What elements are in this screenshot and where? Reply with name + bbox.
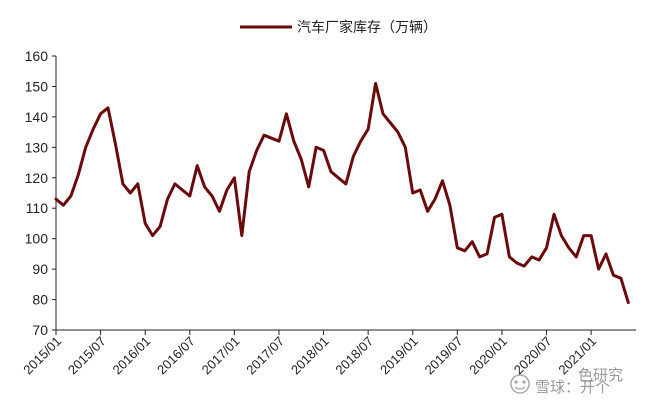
- x-tick-label: 2020/01: [466, 334, 510, 378]
- y-tick-label: 80: [32, 292, 48, 308]
- watermark: 色研究 雪球：开个: [510, 366, 623, 396]
- y-tick-label: 120: [25, 170, 49, 186]
- x-tick-label: 2020/07: [511, 334, 555, 378]
- y-tick-label: 140: [25, 109, 49, 125]
- x-tick-label: 2018/07: [332, 334, 376, 378]
- y-tick-label: 100: [25, 231, 49, 247]
- x-tick-label: 2017/07: [243, 334, 287, 378]
- x-tick-label: 2015/07: [65, 334, 109, 378]
- y-tick-label: 70: [32, 322, 48, 338]
- watermark-logo-icon: [510, 374, 530, 394]
- x-axis: 2015/01 2015/07 2016/01 2016/07 2017/01 2017/…: [20, 329, 636, 378]
- series-line: [54, 81, 630, 305]
- x-tick-label: 2019/01: [377, 334, 421, 378]
- x-tick-label: 2017/01: [199, 334, 243, 378]
- y-tick-label: 90: [32, 261, 48, 277]
- y-tick-label: 150: [25, 78, 49, 94]
- legend-label: 汽车厂家库存（万辆）: [297, 19, 437, 36]
- legend: 汽车厂家库存（万辆）: [240, 19, 437, 36]
- y-axis: 70 80 90 100 110 120 130 140 150 160: [25, 48, 57, 338]
- y-tick-label: 130: [25, 139, 49, 155]
- watermark-text-behind: 色研究: [578, 366, 623, 384]
- y-tick-label: 160: [25, 48, 49, 64]
- x-tick-label: 2015/01: [20, 334, 64, 378]
- watermark-text: 雪球：开个: [535, 378, 610, 396]
- x-tick-label: 2019/07: [422, 334, 466, 378]
- x-tick-label: 2016/01: [109, 334, 153, 378]
- y-tick-label: 110: [26, 200, 49, 216]
- x-tick-label: 2016/07: [154, 334, 198, 378]
- series-layer: [54, 81, 630, 305]
- x-tick-label: 2018/01: [288, 334, 332, 378]
